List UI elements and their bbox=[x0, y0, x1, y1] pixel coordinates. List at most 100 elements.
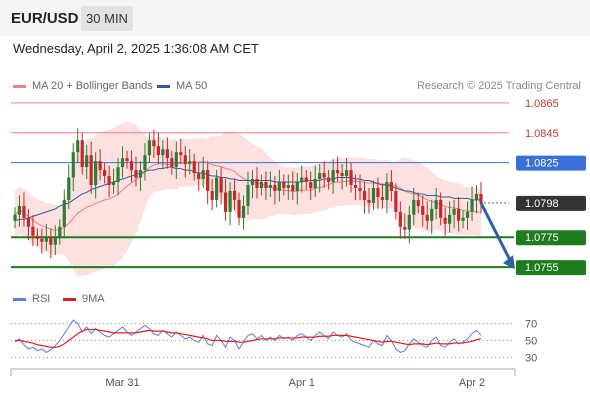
candle-body-89 bbox=[412, 199, 416, 215]
candle-body-40 bbox=[192, 161, 196, 174]
candle-body-38 bbox=[183, 155, 187, 165]
candle-body-8 bbox=[49, 237, 53, 245]
candle-body-68 bbox=[318, 173, 322, 180]
candle-body-48 bbox=[228, 190, 232, 212]
candle-body-32 bbox=[156, 146, 160, 156]
level-tag-2 bbox=[516, 155, 586, 171]
candle-body-72 bbox=[336, 170, 340, 174]
candle-body-6 bbox=[40, 238, 44, 242]
candle-body-24 bbox=[120, 158, 125, 168]
rsi-line bbox=[14, 319, 482, 353]
level-tag-5 bbox=[516, 260, 586, 276]
candle-body-74 bbox=[344, 170, 349, 177]
level-label-2: 1.0825 bbox=[525, 158, 559, 170]
candle-body-56 bbox=[264, 182, 268, 188]
legend-ma20-label: MA 20 + Bollinger Bands bbox=[32, 80, 153, 92]
candle-body-10 bbox=[58, 226, 62, 238]
candle-body-102 bbox=[470, 199, 474, 212]
candle-body-80 bbox=[371, 187, 376, 203]
candle-body-82 bbox=[380, 196, 385, 200]
candle-body-103 bbox=[474, 193, 479, 200]
candle-body-71 bbox=[331, 170, 335, 183]
ma50-swatch bbox=[157, 84, 170, 88]
candle-body-98 bbox=[452, 208, 456, 215]
x-tick-label-2: Apr 2 bbox=[459, 377, 485, 389]
candle-body-65 bbox=[304, 177, 308, 183]
level-tag-4 bbox=[516, 230, 586, 246]
legend-rsi-ma-label: 9MA bbox=[82, 293, 105, 305]
level-label-5: 1.0755 bbox=[525, 262, 559, 274]
candle-body-50 bbox=[237, 199, 241, 218]
level-label-4: 1.0775 bbox=[525, 232, 559, 244]
level-label-0: 1.0865 bbox=[525, 98, 559, 110]
candle-body-43 bbox=[206, 170, 210, 191]
candle-body-29 bbox=[143, 155, 147, 171]
candle-body-49 bbox=[232, 190, 237, 200]
candle-body-97 bbox=[448, 214, 452, 224]
candle-body-54 bbox=[255, 179, 259, 188]
candle-body-94 bbox=[434, 199, 438, 209]
candle-body-9 bbox=[53, 237, 57, 245]
candle-body-0 bbox=[13, 214, 17, 221]
x-tick-label-1: Apr 1 bbox=[289, 377, 315, 389]
candle-body-44 bbox=[210, 190, 214, 200]
legend-ma20: MA 20 + Bollinger Bands bbox=[13, 80, 153, 92]
rsi-level-label-0: 70 bbox=[525, 319, 537, 331]
candle-body-34 bbox=[165, 149, 169, 159]
rsi-level-label-1: 50 bbox=[525, 336, 537, 348]
candle-body-76 bbox=[353, 185, 358, 188]
x-tick-label-0: Mar 31 bbox=[105, 377, 139, 389]
candle-body-45 bbox=[215, 177, 219, 200]
candle-body-104 bbox=[479, 193, 483, 203]
candle-body-12 bbox=[67, 177, 71, 200]
candle-body-35 bbox=[170, 158, 174, 168]
candle-body-55 bbox=[259, 182, 264, 188]
candle-body-14 bbox=[76, 140, 80, 153]
candle-body-7 bbox=[44, 237, 48, 242]
candle-body-62 bbox=[291, 185, 295, 191]
candle-body-84 bbox=[389, 182, 393, 191]
candle-body-100 bbox=[461, 217, 465, 221]
candle-body-95 bbox=[439, 199, 443, 218]
candle-body-69 bbox=[322, 173, 326, 178]
timestamp: Wednesday, April 2, 2025 1:36:08 AM CET bbox=[13, 41, 259, 56]
candle-body-39 bbox=[188, 161, 192, 165]
candle-body-66 bbox=[309, 182, 313, 188]
rsi-level-label-2: 30 bbox=[525, 353, 537, 365]
candle-body-19 bbox=[98, 161, 102, 171]
candle-body-37 bbox=[179, 152, 183, 156]
candle-body-23 bbox=[116, 167, 120, 183]
candle-body-57 bbox=[268, 185, 273, 188]
candle-body-31 bbox=[152, 140, 156, 147]
candle-body-42 bbox=[201, 170, 205, 180]
rsi-ma-line bbox=[15, 328, 482, 348]
candle-body-47 bbox=[223, 192, 228, 212]
candle-body-53 bbox=[250, 179, 255, 185]
candle-body-73 bbox=[340, 173, 344, 177]
candle-body-86 bbox=[398, 211, 402, 227]
credit-text: Research © 2025 Trading Central bbox=[416, 80, 581, 92]
candle-body-59 bbox=[277, 182, 281, 191]
candle-body-78 bbox=[362, 190, 367, 200]
forecast-arrow-head bbox=[503, 255, 515, 270]
candle-body-96 bbox=[443, 217, 447, 224]
candle-body-87 bbox=[403, 226, 407, 230]
candle-body-1 bbox=[17, 205, 22, 215]
candle-body-4 bbox=[31, 226, 35, 236]
timeframe-button[interactable]: 30 MIN bbox=[81, 6, 133, 31]
candle-body-99 bbox=[456, 208, 461, 221]
candle-body-75 bbox=[349, 170, 353, 185]
forecast-arrow-line bbox=[479, 202, 514, 265]
legend-rsi-ma: 9MA bbox=[63, 293, 105, 305]
candle-body-5 bbox=[35, 235, 40, 239]
rsi-swatch bbox=[13, 297, 26, 301]
rsi-ma-swatch bbox=[63, 297, 76, 301]
candle-body-92 bbox=[425, 214, 429, 221]
legend-ma50: MA 50 bbox=[157, 80, 207, 92]
candle-body-16 bbox=[85, 155, 89, 168]
candle-body-46 bbox=[219, 177, 223, 193]
candle-body-64 bbox=[300, 177, 304, 183]
candle-body-70 bbox=[327, 177, 331, 183]
legend-ma50-label: MA 50 bbox=[176, 80, 208, 92]
candle-body-15 bbox=[80, 140, 84, 168]
